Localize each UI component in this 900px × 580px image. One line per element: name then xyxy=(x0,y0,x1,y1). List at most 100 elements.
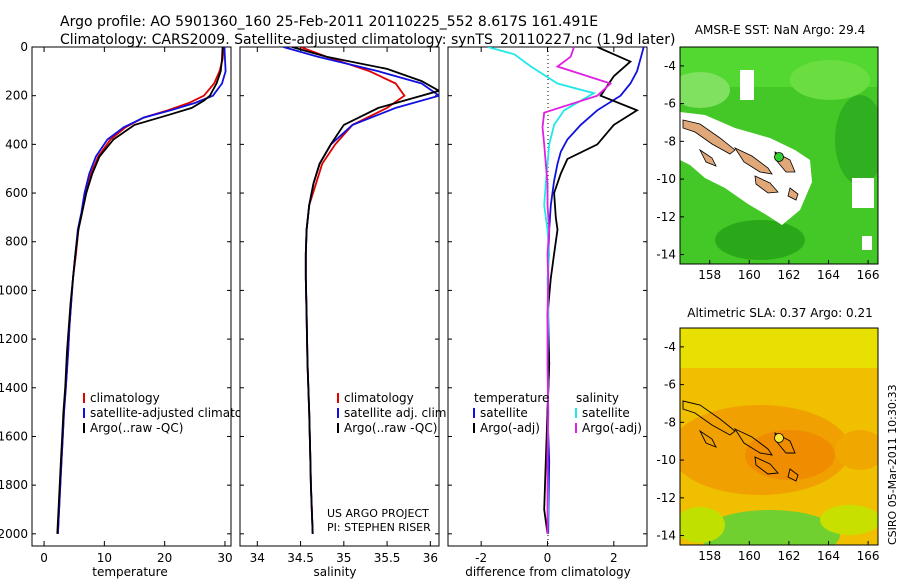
header-line-1: Argo profile: AO 5901360_160 25-Feb-2011… xyxy=(60,14,598,30)
legend-label: temperature xyxy=(474,391,549,405)
map-y-tick-label: -8 xyxy=(664,134,676,148)
legend-label: salinity xyxy=(576,391,619,405)
map-x-tick-label: 166 xyxy=(857,268,880,282)
difference-panel: -2 0 2 difference from climatology tempera… xyxy=(447,46,648,579)
x-tick-label: 30 xyxy=(217,551,232,565)
legend-label: satellite-adjusted climatology xyxy=(90,406,268,420)
sla-map-ticks: 158 160 162 164 166 -14 -12 -10 -8 -6 -4 xyxy=(656,340,879,563)
difference-xlabel: difference from climatology xyxy=(465,565,631,579)
map-x-tick-label: 162 xyxy=(777,549,800,563)
map-x-tick-label: 164 xyxy=(817,549,840,563)
solomon-islands xyxy=(682,400,799,482)
sst-missing-data xyxy=(852,178,874,208)
map-y-tick-label: -10 xyxy=(656,453,676,467)
series-line xyxy=(541,47,613,534)
map-y-tick-label: -14 xyxy=(656,248,676,262)
sla-map-panel: Altimetric SLA: 0.37 Argo: 0.21 158 160 16… xyxy=(656,306,879,563)
difference-legend: temperaturesatelliteArgo(-adj)salinitysa… xyxy=(473,391,642,435)
legend-label: climatology xyxy=(344,391,414,405)
x-tick-label: 36 xyxy=(423,551,438,565)
pi-credit: PI: STEPHEN RISER xyxy=(327,521,431,534)
y-tick-label: 0 xyxy=(20,40,28,54)
temperature-series xyxy=(56,47,227,534)
sst-map-title: AMSR-E SST: NaN Argo: 29.4 xyxy=(695,23,865,37)
y-tick-label: 600 xyxy=(5,186,28,200)
map-y-tick-label: -6 xyxy=(664,378,676,392)
x-tick-label: 34.5 xyxy=(287,551,314,565)
temperature-axes-frame xyxy=(31,46,232,547)
y-tick-label: 800 xyxy=(5,235,28,249)
sst-cool-patch xyxy=(715,220,805,260)
timestamp: CSIRO 05-Mar-2011 10:30:33 xyxy=(886,384,899,545)
header-line-2: Climatology: CARS2009. Satellite-adjuste… xyxy=(60,32,675,48)
series-line xyxy=(291,47,439,534)
sst-map-panel: AMSR-E SST: NaN Argo: 29.4 158 160 162 xyxy=(656,23,879,282)
sla-low-patch xyxy=(700,510,840,545)
series-line xyxy=(56,47,224,534)
salinity-xlabel: salinity xyxy=(313,565,356,579)
legend-label: satellite adj. clim. xyxy=(344,406,450,420)
sla-high-patch xyxy=(835,430,878,470)
salinity-panel: 34 34.5 35 35.5 36 salinity climatologysatel… xyxy=(239,46,450,579)
sla-map-title: Altimetric SLA: 0.37 Argo: 0.21 xyxy=(687,306,872,320)
y-tick-label: 400 xyxy=(5,137,28,151)
sst-warm-patch xyxy=(680,72,730,108)
sla-low-patch xyxy=(820,505,878,535)
sst-map-ticks: 158 160 162 164 166 -14 -12 -10 -8 -6 -4 xyxy=(656,59,879,282)
map-x-tick-label: 158 xyxy=(698,268,721,282)
legend-label: Argo(-adj) xyxy=(480,421,540,435)
map-y-tick-label: -8 xyxy=(664,415,676,429)
x-tick-label: 0 xyxy=(40,551,48,565)
project-credit: US ARGO PROJECT xyxy=(327,507,429,520)
map-y-tick-label: -14 xyxy=(656,529,676,543)
salinity-ticks: 34 34.5 35 35.5 36 xyxy=(240,46,439,565)
y-tick-label: 1600 xyxy=(0,429,28,443)
x-tick-label: -2 xyxy=(475,551,487,565)
y-tick-label: 1000 xyxy=(0,283,28,297)
sst-missing-data xyxy=(862,236,872,250)
y-tick-label: 1200 xyxy=(0,332,28,346)
sla-map-field xyxy=(680,328,878,545)
difference-ticks: -2 0 2 xyxy=(448,46,647,565)
argo-float-marker xyxy=(774,433,784,443)
temperature-panel: 0 10 20 30 0 200 400 600 800 1000 1200 1400 1600 1800… xyxy=(0,40,268,579)
map-y-tick-label: -4 xyxy=(664,340,676,354)
sla-band xyxy=(680,328,878,368)
x-tick-label: 35.5 xyxy=(374,551,401,565)
y-tick-label: 2000 xyxy=(0,527,28,541)
map-x-tick-label: 160 xyxy=(738,268,761,282)
temperature-xlabel: temperature xyxy=(92,565,167,579)
map-y-tick-label: -6 xyxy=(664,97,676,111)
legend-label: Argo(..raw -QC) xyxy=(344,421,437,435)
salinity-axes-frame xyxy=(239,46,440,547)
salinity-series xyxy=(283,47,439,534)
argo-float-marker xyxy=(774,152,784,162)
map-y-tick-label: -10 xyxy=(656,172,676,186)
legend-label: satellite xyxy=(582,406,630,420)
legend-label: Argo(-adj) xyxy=(582,421,642,435)
x-tick-label: 35 xyxy=(336,551,351,565)
sla-map-frame xyxy=(679,327,879,546)
sla-low-patch xyxy=(680,507,725,543)
sst-missing-data xyxy=(740,70,754,100)
y-tick-label: 1400 xyxy=(0,381,28,395)
sst-warm-patch xyxy=(790,60,870,100)
map-y-tick-label: -12 xyxy=(656,491,676,505)
sst-cool-patch xyxy=(835,95,878,185)
map-x-tick-label: 164 xyxy=(817,268,840,282)
sla-high-patch xyxy=(745,430,835,480)
difference-series xyxy=(487,47,645,534)
y-tick-label: 200 xyxy=(5,89,28,103)
x-tick-label: 34 xyxy=(250,551,265,565)
sst-map-frame xyxy=(679,46,879,265)
x-tick-label: 0 xyxy=(544,551,552,565)
legend-label: satellite xyxy=(480,406,528,420)
temperature-ticks: 0 10 20 30 0 200 400 600 800 1000 1200 1400 1600 1800… xyxy=(0,40,233,565)
x-tick-label: 10 xyxy=(97,551,112,565)
sst-map-field xyxy=(680,47,878,264)
legend-label: Argo(..raw -QC) xyxy=(90,421,183,435)
map-x-tick-label: 160 xyxy=(738,549,761,563)
map-x-tick-label: 166 xyxy=(857,549,880,563)
